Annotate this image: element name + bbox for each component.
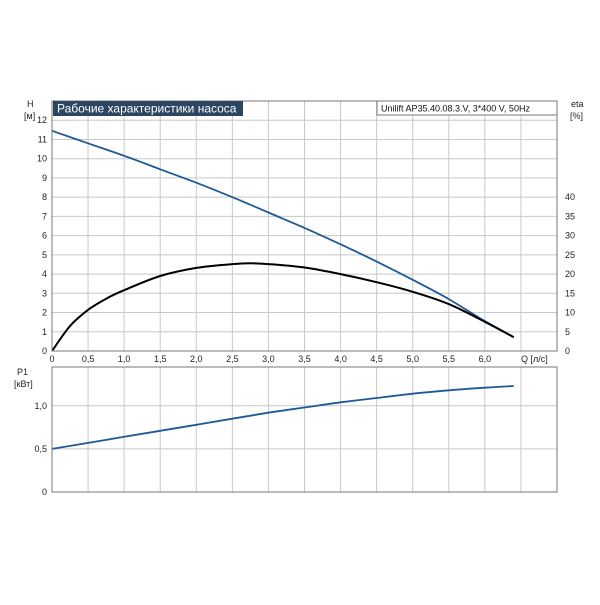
y-left-tick-label: 2 [42,308,47,318]
x-tick-label: 0 [49,354,54,364]
power-axis-unit: [кВт] [14,379,33,389]
y-left-tick-label: 9 [42,173,47,183]
y-right-tick-label: 10 [565,308,575,318]
y-right-tick-label: 25 [565,250,575,260]
y-right-tick-label: 30 [565,231,575,241]
pump-model-label: Unilift AP35.40.08.3.V, 3*400 V, 50Hz [381,104,530,114]
y-right-tick-label: 20 [565,269,575,279]
pump-label-box [376,100,558,116]
x-tick-label: 4,5 [370,354,383,364]
top-plot-grid [52,101,557,351]
axis-labels: H [м] eta [%] Q [л/с] P1 [кВт] [14,99,584,389]
bottom-plot-grid [52,367,557,492]
x-tick-label: 1,5 [154,354,167,364]
x-tick-label: 6,0 [479,354,492,364]
y-right-axis-unit: [%] [570,111,583,121]
y-left-tick-label: 10 [37,154,47,164]
bottom-plot-frame [51,366,558,493]
x-tick-label: 1,0 [118,354,131,364]
x-tick-label: 2,0 [190,354,203,364]
y-right-axis-label: eta [571,99,584,109]
power-tick-label: 1,0 [34,401,47,411]
chart-title: Рабочие характеристики насоса [57,102,237,116]
y-left-tick-label: 7 [42,211,47,221]
y-right-tick-label: 5 [565,327,570,337]
y-right-tick-label: 40 [565,192,575,202]
top-plot-frame [51,100,558,352]
y-left-tick-label: 5 [42,250,47,260]
y-left-tick-label: 3 [42,288,47,298]
y-left-tick-label: 0 [42,346,47,356]
chart-title-background [53,101,243,116]
power-axis-label: P1 [17,367,28,377]
x-tick-label: 5,0 [406,354,419,364]
y-left-tick-label: 6 [42,231,47,241]
x-tick-label: 3,0 [262,354,275,364]
y-right-tick-label: 15 [565,288,575,298]
y-left-tick-label: 8 [42,192,47,202]
power-tick-label: 0,5 [34,444,47,454]
y-left-tick-label: 12 [37,115,47,125]
power-tick-label: 0 [42,487,47,497]
x-axis-label: Q [л/с] [521,354,548,364]
x-tick-label: 4,0 [334,354,347,364]
x-tick-label: 3,5 [298,354,311,364]
x-tick-label: 5,5 [443,354,456,364]
y-right-tick-label: 35 [565,211,575,221]
y-left-tick-label: 1 [42,327,47,337]
head-curve [51,129,515,338]
y-left-tick-label: 11 [38,134,47,144]
y-left-tick-label: 4 [42,269,47,279]
tick-labels: 0 0,5 1,0 1,5 2,0 2,5 3,0 3,5 4,0 4,5 5,0 5,5 6,0012… [34,115,575,497]
series-layer [51,129,515,450]
y-left-axis-unit: [м] [24,111,35,121]
y-right-tick-label: 0 [565,346,570,356]
x-tick-label: 2,5 [226,354,239,364]
power-curve [51,385,514,450]
y-left-axis-label: H [27,99,34,109]
x-tick-label: 0,5 [82,354,95,364]
efficiency-curve [51,262,515,352]
